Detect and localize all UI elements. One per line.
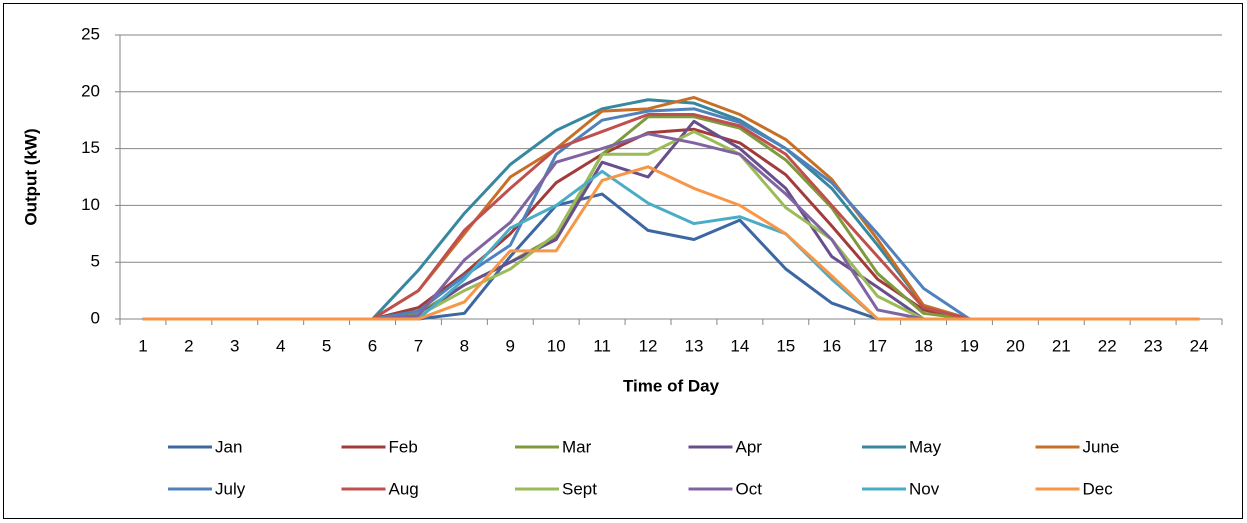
x-tick-label: 3 (230, 336, 239, 355)
x-tick-label: 20 (1006, 336, 1025, 355)
y-tick-label: 20 (81, 81, 100, 100)
x-tick-label: 11 (593, 336, 611, 355)
legend-label: May (909, 437, 942, 456)
x-tick-label: 5 (322, 336, 331, 355)
legend-label: Dec (1083, 479, 1114, 498)
series-line (142, 165, 1200, 321)
x-tick-label: 22 (1098, 336, 1117, 355)
x-tick-label: 19 (960, 336, 979, 355)
x-tick-label: 2 (184, 336, 193, 355)
legend-label: July (215, 479, 246, 498)
x-tick-label: 14 (730, 336, 749, 355)
legend-label: Aug (389, 479, 419, 498)
y-tick-label: 5 (91, 252, 100, 271)
y-tick-label: 0 (91, 308, 100, 327)
x-tick-label: 18 (914, 336, 933, 355)
x-tick-label: 21 (1052, 336, 1071, 355)
y-tick-label: 15 (81, 138, 100, 157)
x-tick-label: 7 (414, 336, 423, 355)
x-tick-label: 10 (547, 336, 566, 355)
y-tick-label: 10 (81, 195, 100, 214)
x-tick-label: 16 (822, 336, 841, 355)
x-tick-label: 6 (368, 336, 377, 355)
x-tick-label: 24 (1190, 336, 1209, 355)
legend-label: Feb (389, 437, 418, 456)
x-tick-label: 17 (868, 336, 887, 355)
legend-label: Apr (736, 437, 763, 456)
legend-label: Jan (215, 437, 242, 456)
legend-label: Nov (909, 479, 940, 498)
legend-label: June (1083, 437, 1120, 456)
legend-label: Sept (562, 479, 597, 498)
x-tick-label: 15 (776, 336, 795, 355)
y-axis-title: Output (kW) (21, 128, 40, 225)
legend-label: Oct (736, 479, 763, 498)
x-tick-label: 1 (138, 336, 147, 355)
x-tick-label: 9 (506, 336, 515, 355)
x-tick-label: 13 (684, 336, 703, 355)
x-tick-label: 4 (276, 336, 285, 355)
x-axis-title: Time of Day (623, 376, 720, 395)
x-tick-label: 8 (460, 336, 469, 355)
legend-label: Mar (562, 437, 592, 456)
y-tick-label: 25 (81, 24, 100, 43)
x-tick-label: 12 (639, 336, 658, 355)
chart-frame (3, 3, 1243, 519)
x-tick-label: 23 (1144, 336, 1163, 355)
